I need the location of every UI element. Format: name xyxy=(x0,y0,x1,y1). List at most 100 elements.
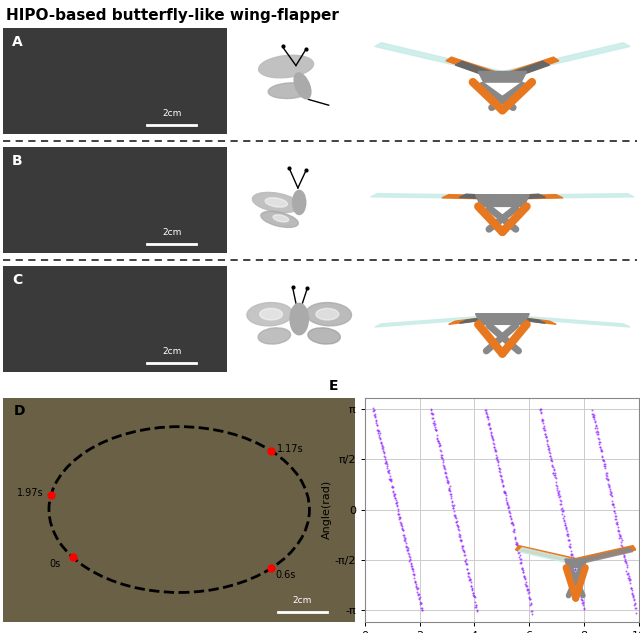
Point xyxy=(547,454,557,465)
Point xyxy=(561,524,572,534)
Point xyxy=(574,584,584,594)
Point xyxy=(463,572,474,582)
Point xyxy=(393,506,403,517)
Ellipse shape xyxy=(308,328,340,344)
Point xyxy=(492,455,502,465)
Point xyxy=(555,495,565,505)
Point xyxy=(513,541,523,551)
Point xyxy=(591,420,601,430)
Point xyxy=(432,434,442,444)
Point xyxy=(627,587,637,598)
Point xyxy=(623,573,634,583)
Point xyxy=(542,439,552,449)
Point xyxy=(490,450,500,460)
Point xyxy=(541,431,552,441)
Point xyxy=(501,493,511,503)
Point xyxy=(602,474,612,484)
Point xyxy=(588,412,598,422)
Point xyxy=(524,594,534,604)
Point xyxy=(510,534,520,544)
Point xyxy=(564,535,574,545)
Point xyxy=(612,519,622,529)
Point xyxy=(426,403,436,413)
Point xyxy=(396,520,406,530)
Point xyxy=(460,546,470,556)
Point xyxy=(416,603,426,613)
Point xyxy=(388,491,399,501)
Point xyxy=(388,486,398,496)
Point xyxy=(603,475,613,485)
Point xyxy=(456,535,466,545)
Point xyxy=(408,569,418,579)
Point xyxy=(498,481,508,491)
Point xyxy=(397,521,407,531)
Point xyxy=(496,471,506,481)
Point xyxy=(620,556,630,567)
Point xyxy=(449,510,460,520)
Point xyxy=(497,477,508,487)
Point xyxy=(595,442,605,452)
Point xyxy=(578,600,588,610)
Point xyxy=(508,520,518,530)
Point xyxy=(556,499,566,509)
Point xyxy=(614,527,624,537)
Point xyxy=(520,580,531,591)
Point xyxy=(538,423,548,433)
Point xyxy=(572,570,582,580)
Point xyxy=(387,482,397,492)
Point xyxy=(444,485,454,495)
Point xyxy=(488,434,498,444)
Point xyxy=(598,456,609,466)
Point xyxy=(437,454,447,465)
Point xyxy=(483,418,493,429)
Point xyxy=(460,550,470,560)
Point xyxy=(624,575,634,586)
Text: HIPO-based butterfly-like wing-flapper: HIPO-based butterfly-like wing-flapper xyxy=(6,8,339,23)
Point xyxy=(520,572,530,582)
Point xyxy=(406,561,417,571)
Point xyxy=(587,404,597,415)
Point xyxy=(594,437,604,447)
Text: 2cm: 2cm xyxy=(292,596,312,605)
Point xyxy=(431,425,442,435)
Point xyxy=(522,584,532,594)
Point xyxy=(461,558,472,568)
Point xyxy=(435,441,445,451)
Point xyxy=(381,456,391,467)
Point xyxy=(614,529,625,539)
Point xyxy=(623,568,633,578)
Point xyxy=(525,598,536,608)
Point xyxy=(537,414,547,424)
Point xyxy=(453,524,463,534)
Point xyxy=(415,597,426,607)
Point xyxy=(610,511,620,521)
Point xyxy=(501,494,511,505)
Point xyxy=(454,531,464,541)
Point xyxy=(612,517,623,527)
Point xyxy=(619,550,629,560)
Point xyxy=(387,482,397,492)
Point xyxy=(608,500,618,510)
Polygon shape xyxy=(502,315,630,327)
Point xyxy=(570,563,580,573)
Point xyxy=(596,446,607,456)
Point xyxy=(570,564,580,574)
Point xyxy=(515,555,525,565)
Point xyxy=(435,446,445,456)
Point xyxy=(538,418,548,428)
Point xyxy=(446,491,456,501)
Point xyxy=(440,464,450,474)
Point xyxy=(438,460,448,470)
Point xyxy=(427,413,437,423)
Point xyxy=(559,516,570,526)
Point xyxy=(553,490,563,500)
Point xyxy=(394,515,404,525)
Point xyxy=(568,558,578,568)
Point xyxy=(616,535,627,545)
Polygon shape xyxy=(478,72,527,82)
Point xyxy=(573,580,584,590)
Point xyxy=(607,496,617,506)
Point xyxy=(487,432,497,442)
Point xyxy=(484,423,495,433)
Text: 0s: 0s xyxy=(49,559,61,569)
